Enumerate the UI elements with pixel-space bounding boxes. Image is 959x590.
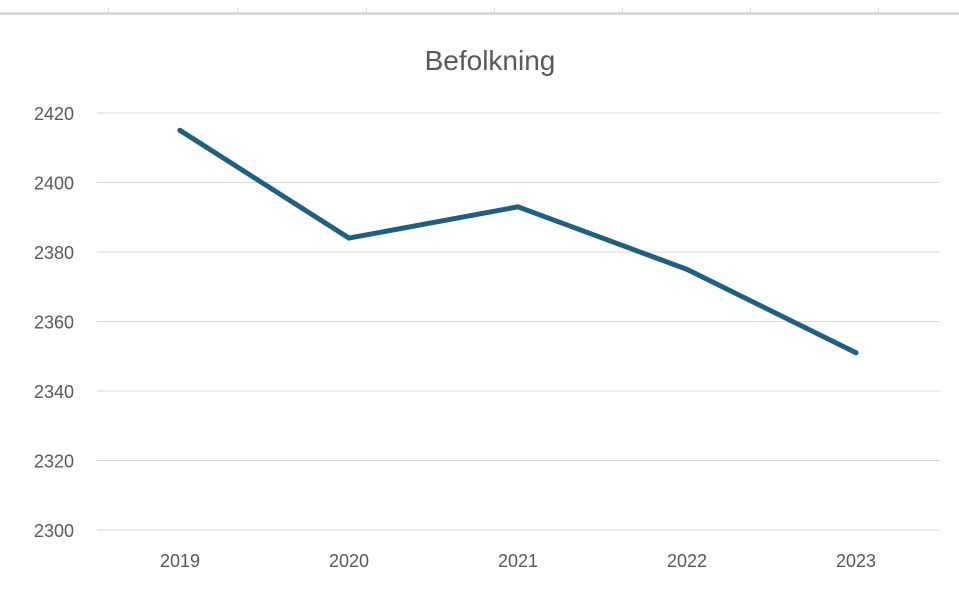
data-point xyxy=(177,127,183,133)
chart-title: Befolkning xyxy=(425,45,556,76)
data-point xyxy=(346,235,352,241)
data-point xyxy=(853,350,859,356)
x-tick-label: 2022 xyxy=(667,551,707,571)
top-border xyxy=(0,12,959,15)
top-border-tick xyxy=(750,8,751,12)
data-point xyxy=(684,266,690,272)
y-tick-label: 2320 xyxy=(34,452,74,472)
x-tick-label: 2021 xyxy=(498,551,538,571)
y-tick-label: 2360 xyxy=(34,313,74,333)
y-tick-label: 2340 xyxy=(34,382,74,402)
y-axis-ticks: 2300 2320 2340 2360 2380 2400 2420 xyxy=(34,104,74,541)
top-border-tick xyxy=(366,8,367,12)
top-border-tick xyxy=(878,8,879,12)
top-border-tick xyxy=(622,8,623,12)
top-border-tick xyxy=(108,8,109,12)
series-layer xyxy=(177,127,859,356)
series-line xyxy=(177,127,859,356)
x-axis-ticks: 2019 2020 2021 2022 2023 xyxy=(160,551,876,571)
x-tick-label: 2019 xyxy=(160,551,200,571)
y-tick-label: 2380 xyxy=(34,243,74,263)
y-tick-label: 2420 xyxy=(34,104,74,124)
gridlines xyxy=(97,112,940,531)
x-tick-label: 2020 xyxy=(329,551,369,571)
y-tick-label: 2300 xyxy=(34,521,74,541)
top-border-tick xyxy=(494,8,495,12)
x-tick-label: 2023 xyxy=(836,551,876,571)
y-tick-label: 2400 xyxy=(34,174,74,194)
data-point xyxy=(515,204,521,210)
top-border-tick xyxy=(237,8,238,12)
